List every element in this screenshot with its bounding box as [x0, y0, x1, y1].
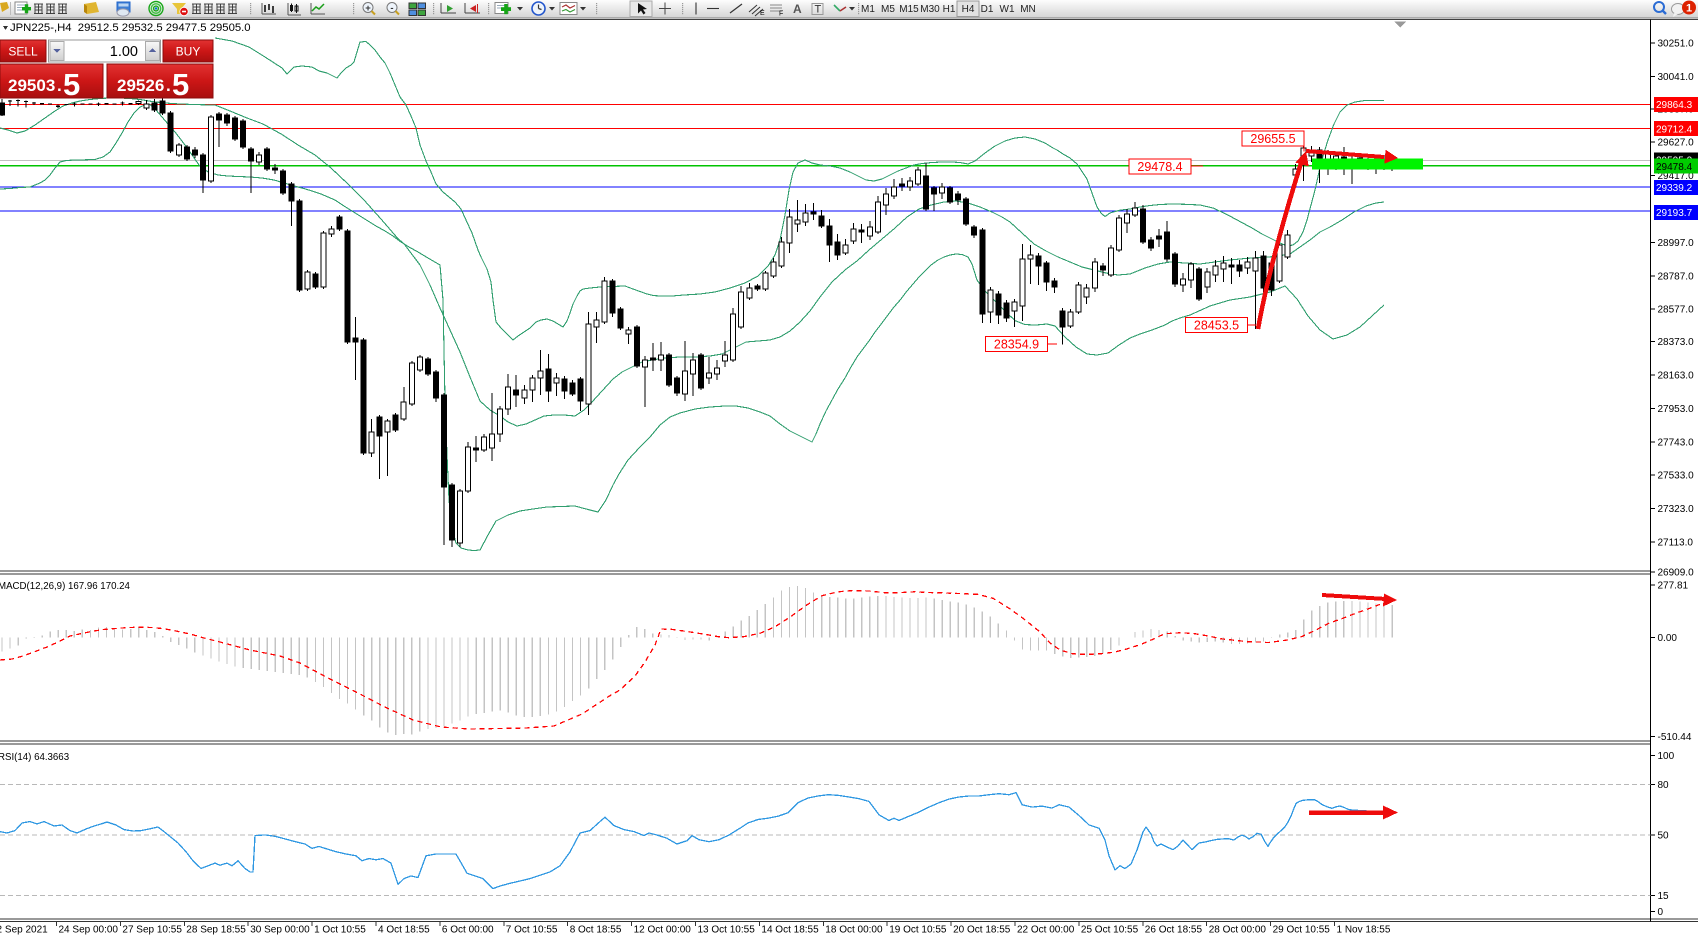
svg-text:24 Sep 00:00: 24 Sep 00:00 — [59, 925, 119, 936]
svg-text:100: 100 — [1658, 751, 1675, 762]
svg-text:29503: 29503 — [8, 76, 55, 95]
svg-text:27113.0: 27113.0 — [1658, 538, 1694, 549]
svg-text:80: 80 — [1658, 780, 1670, 791]
svg-text:18 Oct 00:00: 18 Oct 00:00 — [825, 925, 883, 936]
svg-text:E: E — [760, 10, 765, 17]
svg-text:1 Oct 10:55: 1 Oct 10:55 — [314, 925, 366, 936]
svg-text:29417.0: 29417.0 — [1658, 171, 1695, 182]
svg-text:.: . — [57, 76, 62, 95]
svg-text:27323.0: 27323.0 — [1658, 504, 1695, 515]
svg-text:28997.0: 28997.0 — [1658, 238, 1695, 249]
svg-text:26909.0: 26909.0 — [1658, 568, 1695, 579]
svg-text:+: + — [365, 3, 371, 14]
svg-text:8 Oct 18:55: 8 Oct 18:55 — [570, 925, 622, 936]
svg-text:H4: H4 — [962, 4, 975, 15]
svg-text:M1: M1 — [861, 4, 875, 15]
svg-text:28163.0: 28163.0 — [1658, 371, 1695, 382]
svg-text:22 Sep 2021: 22 Sep 2021 — [0, 925, 48, 936]
svg-text:27 Sep 10:55: 27 Sep 10:55 — [122, 925, 182, 936]
svg-text:MN: MN — [1020, 4, 1036, 15]
svg-text:29478.4: 29478.4 — [1137, 160, 1182, 174]
svg-text:MACD(12,26,9) 167.96 170.24: MACD(12,26,9) 167.96 170.24 — [0, 581, 131, 592]
svg-text:20 Oct 18:55: 20 Oct 18:55 — [953, 925, 1011, 936]
svg-text:25 Oct 10:55: 25 Oct 10:55 — [1081, 925, 1139, 936]
svg-text:13 Oct 10:55: 13 Oct 10:55 — [698, 925, 756, 936]
svg-text:27533.0: 27533.0 — [1658, 471, 1695, 482]
svg-text:A: A — [793, 2, 802, 16]
svg-text:30041.0: 30041.0 — [1658, 72, 1695, 83]
svg-text:12 Oct 00:00: 12 Oct 00:00 — [634, 925, 692, 936]
svg-text:19 Oct 10:55: 19 Oct 10:55 — [889, 925, 947, 936]
svg-text:BUY: BUY — [176, 45, 201, 59]
svg-text:28453.5: 28453.5 — [1194, 319, 1239, 333]
svg-text:22 Oct 00:00: 22 Oct 00:00 — [1017, 925, 1075, 936]
svg-text:F: F — [779, 11, 783, 18]
svg-text:30 Sep 00:00: 30 Sep 00:00 — [250, 925, 310, 936]
svg-text:SELL: SELL — [8, 45, 38, 59]
svg-text:4 Oct 18:55: 4 Oct 18:55 — [378, 925, 430, 936]
svg-text:29526: 29526 — [117, 76, 164, 95]
svg-text:5: 5 — [172, 67, 189, 102]
svg-text:14 Oct 18:55: 14 Oct 18:55 — [761, 925, 819, 936]
svg-text:29 Oct 10:55: 29 Oct 10:55 — [1273, 925, 1331, 936]
svg-text:29627.0: 29627.0 — [1658, 138, 1695, 149]
svg-text:29193.7: 29193.7 — [1656, 208, 1693, 219]
svg-text:M15: M15 — [899, 4, 919, 15]
svg-text:29655.5: 29655.5 — [1250, 132, 1295, 146]
svg-text:.: . — [166, 76, 171, 95]
svg-text:RSI(14) 64.3663: RSI(14) 64.3663 — [0, 752, 69, 763]
svg-text:JPN225-,H4 29512.5 29532.5 29: JPN225-,H4 29512.5 29532.5 29477.5 29505… — [10, 22, 251, 34]
svg-text:26 Oct 18:55: 26 Oct 18:55 — [1145, 925, 1203, 936]
svg-text:50: 50 — [1658, 831, 1670, 842]
svg-text:28 Oct 00:00: 28 Oct 00:00 — [1209, 925, 1267, 936]
svg-text:1.00: 1.00 — [110, 44, 138, 60]
svg-text:29478.4: 29478.4 — [1656, 162, 1693, 173]
svg-text:29864.3: 29864.3 — [1656, 100, 1693, 111]
svg-text:29339.2: 29339.2 — [1656, 183, 1693, 194]
svg-text:1: 1 — [1686, 3, 1692, 15]
svg-text:30251.0: 30251.0 — [1658, 39, 1695, 50]
svg-text:M5: M5 — [881, 4, 895, 15]
svg-text:-: - — [390, 3, 393, 14]
svg-text:29712.4: 29712.4 — [1656, 124, 1693, 135]
svg-text:-510.44: -510.44 — [1658, 732, 1692, 743]
svg-text:T: T — [815, 4, 822, 16]
svg-text:D1: D1 — [981, 4, 994, 15]
svg-text:28354.9: 28354.9 — [994, 338, 1039, 352]
svg-text:6 Oct 00:00: 6 Oct 00:00 — [442, 925, 494, 936]
svg-text:0.00: 0.00 — [1658, 633, 1678, 644]
svg-text:7 Oct 10:55: 7 Oct 10:55 — [506, 925, 558, 936]
svg-text:28373.0: 28373.0 — [1658, 337, 1695, 348]
svg-text:15: 15 — [1658, 891, 1670, 902]
svg-text:H1: H1 — [943, 4, 956, 15]
svg-text:28577.0: 28577.0 — [1658, 305, 1695, 316]
svg-text:1 Nov 18:55: 1 Nov 18:55 — [1337, 925, 1391, 936]
svg-text:27743.0: 27743.0 — [1658, 437, 1695, 448]
svg-text:277.81: 277.81 — [1658, 581, 1689, 592]
svg-text:W1: W1 — [1000, 4, 1015, 15]
svg-text:0: 0 — [1658, 907, 1664, 918]
svg-text:28787.0: 28787.0 — [1658, 271, 1695, 282]
svg-text:M30: M30 — [920, 4, 940, 15]
svg-text:5: 5 — [63, 67, 80, 102]
svg-text:28 Sep 18:55: 28 Sep 18:55 — [186, 925, 246, 936]
svg-text:27953.0: 27953.0 — [1658, 404, 1695, 415]
